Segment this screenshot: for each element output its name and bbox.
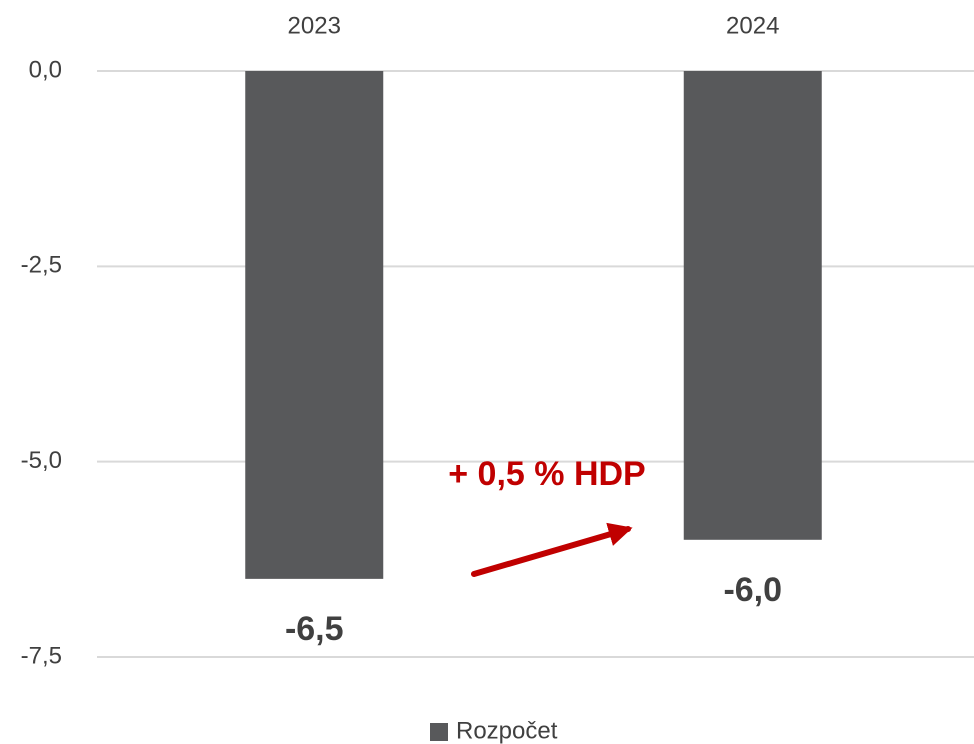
x-tick-label: 2024 [726, 12, 779, 39]
x-tick-label: 2023 [288, 12, 341, 39]
y-tick-label: 0,0 [29, 56, 62, 83]
y-tick-label: -2,5 [21, 252, 62, 279]
value-label: -6,5 [285, 610, 344, 648]
y-tick-label: -7,5 [21, 642, 62, 669]
value-label: -6,0 [723, 571, 782, 609]
legend-swatch [430, 723, 448, 741]
bar [683, 71, 822, 540]
annotation: + 0,5 % HDP [448, 455, 645, 493]
annotation-arrow [471, 522, 633, 577]
bar [245, 71, 384, 579]
legend-label: Rozpočet [456, 717, 558, 744]
y-tick-label: -5,0 [21, 447, 62, 474]
